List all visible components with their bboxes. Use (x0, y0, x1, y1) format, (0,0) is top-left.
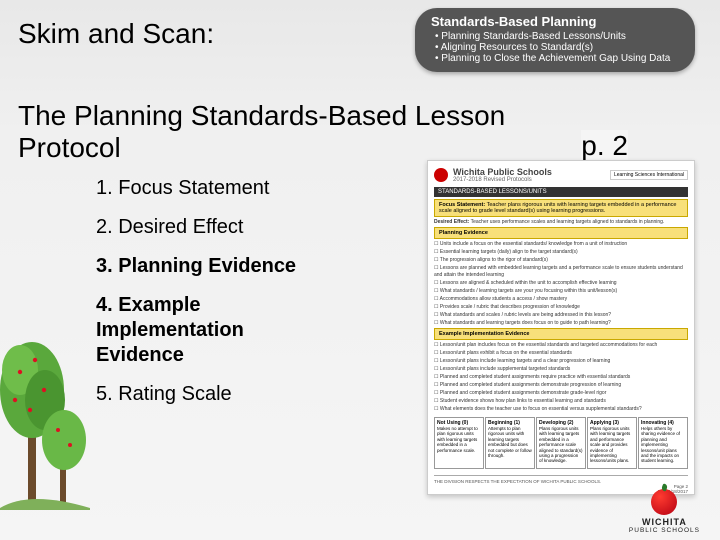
rating-cell: Innovating (4)Helps others by sharing ev… (638, 417, 688, 469)
page-reference: p. 2 (581, 130, 628, 162)
header-box: Standards-Based Planning Planning Standa… (415, 8, 695, 72)
doc-row: Planned and completed student assignment… (434, 382, 688, 389)
list-item: 4. Example Implementation Evidence (96, 293, 296, 368)
rating-cell: Beginning (1)Attempts to plan rigorous u… (485, 417, 535, 469)
doc-row: Student evidence shows how plan links to… (434, 398, 688, 405)
doc-row: Essential learning targets (daily) align… (434, 249, 688, 256)
doc-row: Accommodations allow students a access /… (434, 296, 688, 303)
rating-cell: Developing (2)Plans rigorous units with … (536, 417, 586, 469)
doc-row: What standards and scales / rubric level… (434, 312, 688, 319)
wichita-logo: WICHITA PUBLIC SCHOOLS (629, 489, 700, 534)
document-thumbnail: Wichita Public Schools 2017-2018 Revised… (427, 160, 695, 495)
header-bullet: Planning Standards-Based Lessons/Units (435, 31, 681, 42)
list-item: 2. Desired Effect (96, 215, 376, 240)
doc-row: Lesson/unit plans include supplemental t… (434, 366, 688, 373)
header-bullets: Planning Standards-Based Lessons/Units A… (431, 31, 681, 64)
doc-row: Provides scale / rubric that describes p… (434, 304, 688, 311)
rating-cell: Applying (3)Plans rigorous units with le… (587, 417, 637, 469)
doc-focus: Focus Statement: Teacher plans rigorous … (434, 199, 688, 217)
doc-section: Planning Evidence (434, 227, 688, 239)
doc-org: Wichita Public Schools (453, 167, 552, 177)
list-item: 3. Planning Evidence (96, 254, 376, 279)
doc-desired: Desired Effect: Teacher uses performance… (434, 219, 688, 226)
slide: Standards-Based Planning Planning Standa… (0, 0, 720, 540)
header-bullet: Planning to Close the Achievement Gap Us… (435, 53, 681, 64)
skim-scan-title: Skim and Scan: (18, 18, 214, 50)
protocol-title: The Planning Standards-Based Lesson Prot… (18, 100, 505, 164)
doc-section: Example Implementation Evidence (434, 328, 688, 340)
apple-icon (651, 489, 677, 515)
doc-row: Lesson/unit plans exhibit a focus on the… (434, 350, 688, 357)
doc-row: Planned and completed student assignment… (434, 390, 688, 397)
list-item: 1. Focus Statement (96, 176, 376, 201)
header-title: Standards-Based Planning (431, 14, 681, 29)
list-item: 5. Rating Scale (96, 382, 376, 407)
doc-row: Lesson/unit plans include learning targe… (434, 358, 688, 365)
doc-row: Lesson/unit plan includes focus on the e… (434, 342, 688, 349)
logo-brand: WICHITA (629, 517, 700, 527)
doc-planning-list: Units include a focus on the essential s… (434, 241, 688, 327)
apple-icon (434, 168, 448, 182)
header-bullet: Aligning Resources to Standard(s) (435, 42, 681, 53)
doc-row: Lessons are planned with embedded learni… (434, 265, 688, 279)
logo-sub: PUBLIC SCHOOLS (629, 527, 700, 534)
rating-cell: Not Using (0)Makes no attempt to plan ri… (434, 417, 484, 469)
doc-row: Lessons are aligned & scheduled within t… (434, 280, 688, 287)
tree-illustration (0, 300, 90, 510)
doc-header: Wichita Public Schools 2017-2018 Revised… (434, 167, 688, 183)
doc-row: What elements does the teacher use to fo… (434, 406, 688, 413)
doc-example-list: Lesson/unit plan includes focus on the e… (434, 342, 688, 413)
protocol-list: 1. Focus Statement 2. Desired Effect 3. … (96, 176, 376, 421)
doc-rating-table: Not Using (0)Makes no attempt to plan ri… (434, 417, 688, 469)
doc-row: The progression aligns to the rigor of s… (434, 257, 688, 264)
doc-row: What standards / learning targets are yo… (434, 288, 688, 295)
doc-sub: 2017-2018 Revised Protocols (453, 177, 552, 183)
doc-row: Units include a focus on the essential s… (434, 241, 688, 248)
doc-row: Planned and completed student assignment… (434, 374, 688, 381)
doc-row: What standards and learning targets does… (434, 320, 688, 327)
doc-badge: Learning Sciences International (610, 170, 688, 180)
doc-bar-title: STANDARDS-BASED LESSONS/UNITS (434, 187, 688, 197)
